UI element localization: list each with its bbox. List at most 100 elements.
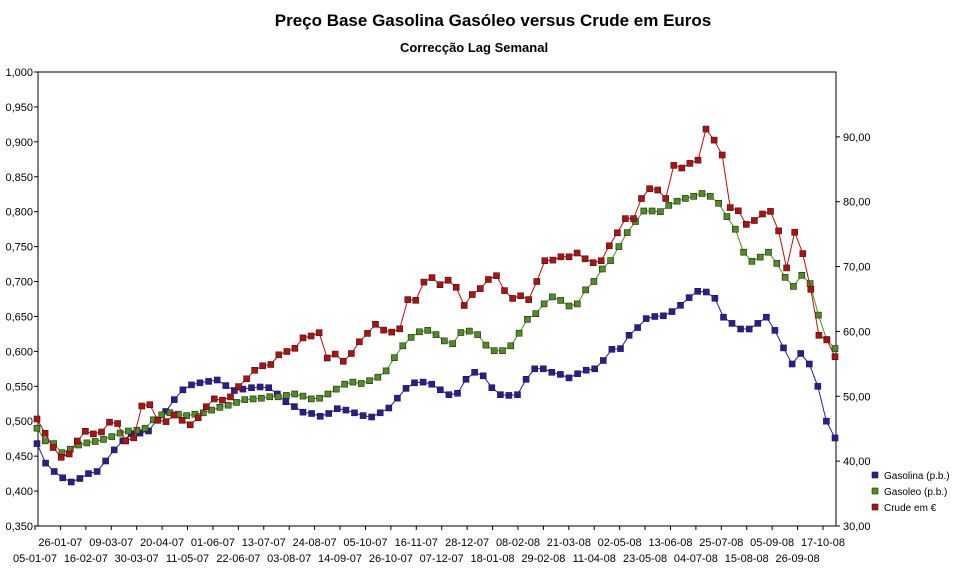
data-point — [93, 468, 101, 475]
data-point — [227, 393, 234, 401]
data-point — [283, 348, 291, 355]
x-tick-label: 11-05-07 — [166, 553, 209, 565]
data-point — [267, 361, 275, 368]
data-point — [376, 409, 384, 417]
legend-marker — [871, 487, 879, 495]
data-point — [125, 427, 132, 435]
y-left-tick-label: 0,350 — [5, 521, 33, 533]
data-point — [141, 424, 149, 432]
data-point — [557, 371, 564, 378]
data-point — [323, 354, 331, 362]
data-point — [171, 396, 178, 403]
data-point — [573, 300, 581, 308]
data-point — [170, 411, 178, 419]
data-point — [57, 453, 65, 461]
data-point — [831, 353, 839, 361]
data-point — [490, 347, 498, 355]
x-tick-label: 29-02-08 — [521, 553, 565, 565]
data-point — [266, 393, 274, 401]
data-point — [662, 195, 670, 202]
data-point — [815, 331, 823, 339]
data-point — [188, 381, 195, 389]
data-point — [341, 380, 348, 388]
data-point — [138, 402, 146, 410]
data-point — [416, 328, 423, 336]
data-point — [694, 156, 702, 164]
data-point — [428, 380, 436, 388]
data-point — [404, 296, 412, 303]
data-point — [831, 434, 839, 442]
data-point — [507, 342, 515, 350]
data-point — [249, 395, 257, 403]
data-point — [368, 413, 375, 421]
data-point — [366, 377, 373, 385]
series-line — [36, 127, 836, 458]
data-point — [797, 350, 805, 357]
data-point — [718, 151, 726, 159]
data-point — [98, 428, 105, 436]
data-point — [106, 418, 113, 426]
data-point — [767, 208, 774, 215]
chart-subtitle: Correcção Lag Semanal — [400, 40, 548, 55]
data-point — [162, 418, 170, 425]
y-right-tick-label: 70,00 — [843, 262, 871, 274]
y-right-tick-label: 30,00 — [843, 521, 871, 533]
data-point — [702, 125, 710, 133]
data-point — [482, 341, 490, 349]
data-point — [436, 386, 444, 394]
x-tick-label: 15-08-08 — [725, 553, 769, 565]
y-left-tick-label: 0,400 — [5, 486, 33, 498]
data-point — [711, 294, 719, 302]
data-point — [623, 229, 631, 236]
legend-label: Gasolina (p.b.) — [884, 471, 950, 482]
y-left-tick-label: 0,550 — [5, 381, 33, 393]
x-tick-label: 08-02-08 — [496, 537, 540, 549]
data-point — [399, 342, 407, 350]
data-point — [348, 350, 355, 357]
y-left-tick-label: 0,700 — [5, 277, 33, 289]
data-point — [462, 375, 470, 383]
data-point — [823, 336, 831, 344]
legend: Gasolina (p.b.) Gasoleo (p.b.) Crude em € — [871, 471, 950, 514]
x-tick-label: 05-01-07 — [13, 553, 57, 565]
data-point — [814, 382, 822, 390]
data-point — [100, 436, 107, 443]
data-point — [765, 248, 772, 256]
data-point — [316, 394, 323, 402]
data-point — [781, 273, 789, 281]
data-point — [615, 243, 623, 250]
data-point — [357, 380, 365, 387]
data-point — [428, 274, 436, 281]
data-point — [411, 379, 418, 387]
legend-marker — [871, 503, 879, 511]
data-point — [454, 389, 461, 397]
data-point — [509, 295, 516, 302]
data-point — [158, 411, 165, 419]
data-point — [407, 334, 415, 341]
data-point — [33, 415, 41, 423]
data-point — [678, 164, 686, 172]
data-point — [291, 390, 299, 398]
x-tick-label: 01-06-07 — [191, 537, 235, 549]
x-tick-label: 02-05-08 — [598, 537, 642, 549]
data-point — [815, 311, 822, 319]
data-point — [222, 382, 230, 389]
data-point — [788, 360, 796, 368]
data-point — [548, 368, 556, 376]
data-point — [90, 430, 97, 438]
data-point — [307, 332, 315, 340]
data-point — [668, 308, 676, 315]
x-tick-label: 13-07-07 — [242, 537, 286, 549]
data-point — [83, 439, 91, 447]
data-point — [549, 293, 556, 301]
data-point — [82, 427, 89, 435]
series-line — [36, 290, 836, 483]
data-point — [114, 420, 121, 427]
data-point — [332, 385, 340, 393]
y-right-tick-label: 40,00 — [843, 456, 871, 468]
data-point — [402, 385, 410, 392]
data-point — [108, 433, 116, 440]
data-point — [474, 331, 481, 338]
x-tick-label: 05-10-07 — [343, 537, 387, 549]
